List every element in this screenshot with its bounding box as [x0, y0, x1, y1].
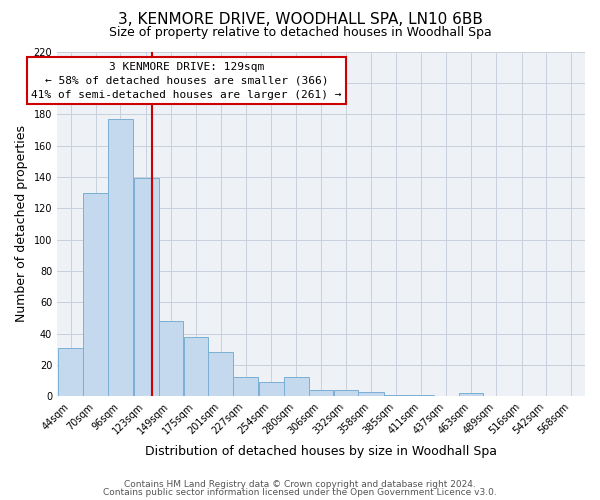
Bar: [107, 119, 133, 396]
Bar: [358, 392, 383, 396]
Bar: [184, 336, 208, 396]
Text: Contains public sector information licensed under the Open Government Licence v3: Contains public sector information licen…: [103, 488, 497, 497]
Bar: [158, 321, 184, 396]
Bar: [384, 394, 409, 396]
Bar: [308, 390, 334, 396]
X-axis label: Distribution of detached houses by size in Woodhall Spa: Distribution of detached houses by size …: [145, 444, 497, 458]
Text: Size of property relative to detached houses in Woodhall Spa: Size of property relative to detached ho…: [109, 26, 491, 39]
Bar: [208, 352, 233, 397]
Bar: [233, 378, 259, 396]
Bar: [409, 394, 434, 396]
Bar: [83, 192, 108, 396]
Y-axis label: Number of detached properties: Number of detached properties: [15, 126, 28, 322]
Text: Contains HM Land Registry data © Crown copyright and database right 2024.: Contains HM Land Registry data © Crown c…: [124, 480, 476, 489]
Bar: [134, 178, 158, 396]
Bar: [458, 393, 484, 396]
Bar: [284, 378, 308, 396]
Bar: [259, 382, 284, 396]
Bar: [334, 390, 358, 396]
Text: 3 KENMORE DRIVE: 129sqm
← 58% of detached houses are smaller (366)
41% of semi-d: 3 KENMORE DRIVE: 129sqm ← 58% of detache…: [31, 62, 341, 100]
Text: 3, KENMORE DRIVE, WOODHALL SPA, LN10 6BB: 3, KENMORE DRIVE, WOODHALL SPA, LN10 6BB: [118, 12, 482, 28]
Bar: [58, 348, 83, 397]
